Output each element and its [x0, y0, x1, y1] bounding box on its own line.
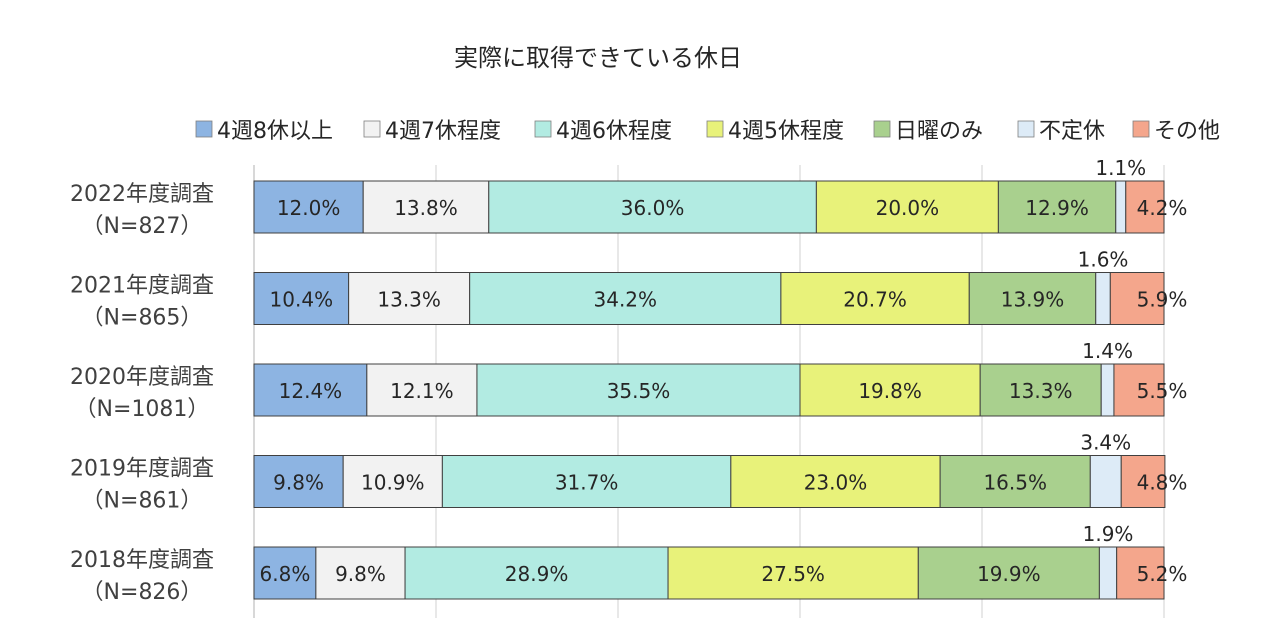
category-label-1: 2021年度調査: [70, 274, 214, 299]
data-label: 5.9%: [1137, 288, 1188, 312]
data-label: 4.8%: [1137, 471, 1188, 495]
legend-swatch-6: [1132, 120, 1150, 138]
bar-segment: [469, 272, 782, 325]
bar-segment: [253, 455, 344, 508]
data-label: 13.3%: [377, 288, 441, 312]
data-label: 10.9%: [361, 471, 425, 495]
bar-segment: [1100, 363, 1115, 417]
legend-swatch-1: [363, 120, 381, 138]
data-label: 35.5%: [607, 379, 671, 403]
data-label: 3.4%: [1080, 431, 1131, 455]
category-label-2: 2020年度調査: [70, 365, 214, 390]
data-label: 1.9%: [1083, 522, 1134, 546]
legend-label-6: その他: [1154, 119, 1220, 144]
data-label: 9.8%: [273, 471, 324, 495]
legend-label-4: 日曜のみ: [895, 119, 983, 144]
data-labels: 12.0% 13.8% 36.0% 20.0% 12.9%1.1% 4.2% 10.4% 13…: [260, 156, 1188, 586]
legend-label-3: 4週5休程度: [728, 119, 844, 144]
data-label: 13.3%: [1009, 379, 1073, 403]
chart-title: 実際に取得できている休日: [454, 44, 742, 72]
bar-segment: [1113, 363, 1165, 417]
data-label: 10.4%: [270, 288, 334, 312]
bar-segment: [730, 455, 941, 508]
bar-segment: [997, 180, 1117, 234]
legend-swatch-3: [706, 120, 724, 138]
legend-swatch-5: [1017, 120, 1035, 138]
data-label: 6.8%: [260, 562, 311, 586]
category-sample-size-4: （N=826）: [82, 580, 203, 605]
data-label: 20.7%: [843, 288, 907, 312]
data-label: 19.8%: [858, 379, 922, 403]
data-label: 19.9%: [977, 562, 1041, 586]
bar-segment: [348, 272, 471, 325]
bar-segment: [780, 272, 970, 325]
category-sample-size-0: （N=827）: [82, 214, 203, 239]
legend: 4週8休以上 4週7休程度 4週6休程度 4週5休程度 日曜のみ 不定休 その他: [195, 119, 1220, 144]
bar-segment: [315, 546, 406, 600]
bar-segment: [441, 455, 732, 508]
data-label: 13.8%: [394, 196, 458, 220]
data-label: 12.1%: [390, 379, 454, 403]
bar-segment: [476, 363, 801, 417]
data-label: 31.7%: [555, 471, 619, 495]
bar-segment: [1115, 180, 1127, 234]
bar-segment: [1116, 546, 1165, 600]
bar-segment: [799, 363, 981, 417]
category-sample-size-2: （N=1081）: [75, 397, 210, 422]
category-label-4: 2018年度調査: [70, 548, 214, 573]
bar-segment: [1125, 180, 1165, 234]
category-sample-size-1: （N=865）: [82, 306, 203, 331]
data-label: 12.0%: [277, 196, 341, 220]
bars: [253, 180, 1166, 600]
data-label: 5.5%: [1137, 379, 1188, 403]
data-label: 36.0%: [621, 196, 685, 220]
data-label: 23.0%: [804, 471, 868, 495]
bar-segment: [404, 546, 669, 600]
data-label: 1.1%: [1095, 156, 1146, 180]
legend-swatch-0: [195, 120, 213, 138]
bar-segment: [815, 180, 999, 234]
legend-label-2: 4週6休程度: [556, 119, 672, 144]
legend-label-0: 4週8休以上: [217, 119, 333, 144]
data-label: 4.2%: [1137, 196, 1188, 220]
bar-segment: [1098, 546, 1118, 600]
bar-segment: [1120, 455, 1166, 508]
bar-segment: [1095, 272, 1111, 325]
legend-label-1: 4週7休程度: [385, 119, 501, 144]
data-label: 9.8%: [335, 562, 386, 586]
data-label: 1.4%: [1082, 339, 1133, 363]
data-label: 20.0%: [876, 196, 940, 220]
bar-segment: [342, 455, 443, 508]
bar-segment: [366, 363, 478, 417]
category-label-3: 2019年度調査: [70, 457, 214, 482]
category-axis: 2022年度調査 （N=827） 2021年度調査 （N=865） 2020年度調査 （N…: [70, 182, 214, 605]
legend-swatch-4: [873, 120, 891, 138]
bar-segment: [253, 363, 368, 417]
legend-swatch-2: [534, 120, 552, 138]
category-label-0: 2022年度調査: [70, 182, 214, 207]
data-label: 13.9%: [1001, 288, 1065, 312]
bar-segment: [253, 272, 350, 325]
data-label: 34.2%: [594, 288, 658, 312]
bar-segment: [1109, 272, 1165, 325]
data-label: 28.9%: [505, 562, 569, 586]
bar-segment: [1089, 455, 1122, 508]
bar-segment: [253, 180, 364, 234]
bar-segment: [968, 272, 1097, 325]
bar-segment: [253, 546, 317, 600]
data-label: 16.5%: [983, 471, 1047, 495]
legend-label-5: 不定休: [1039, 119, 1105, 144]
data-label: 5.2%: [1137, 562, 1188, 586]
data-label: 12.9%: [1025, 196, 1089, 220]
bar-segment: [917, 546, 1100, 600]
data-label: 1.6%: [1078, 248, 1129, 272]
data-label: 12.4%: [279, 379, 343, 403]
data-label: 27.5%: [761, 562, 825, 586]
category-sample-size-3: （N=861）: [82, 489, 203, 514]
bar-segment: [939, 455, 1091, 508]
